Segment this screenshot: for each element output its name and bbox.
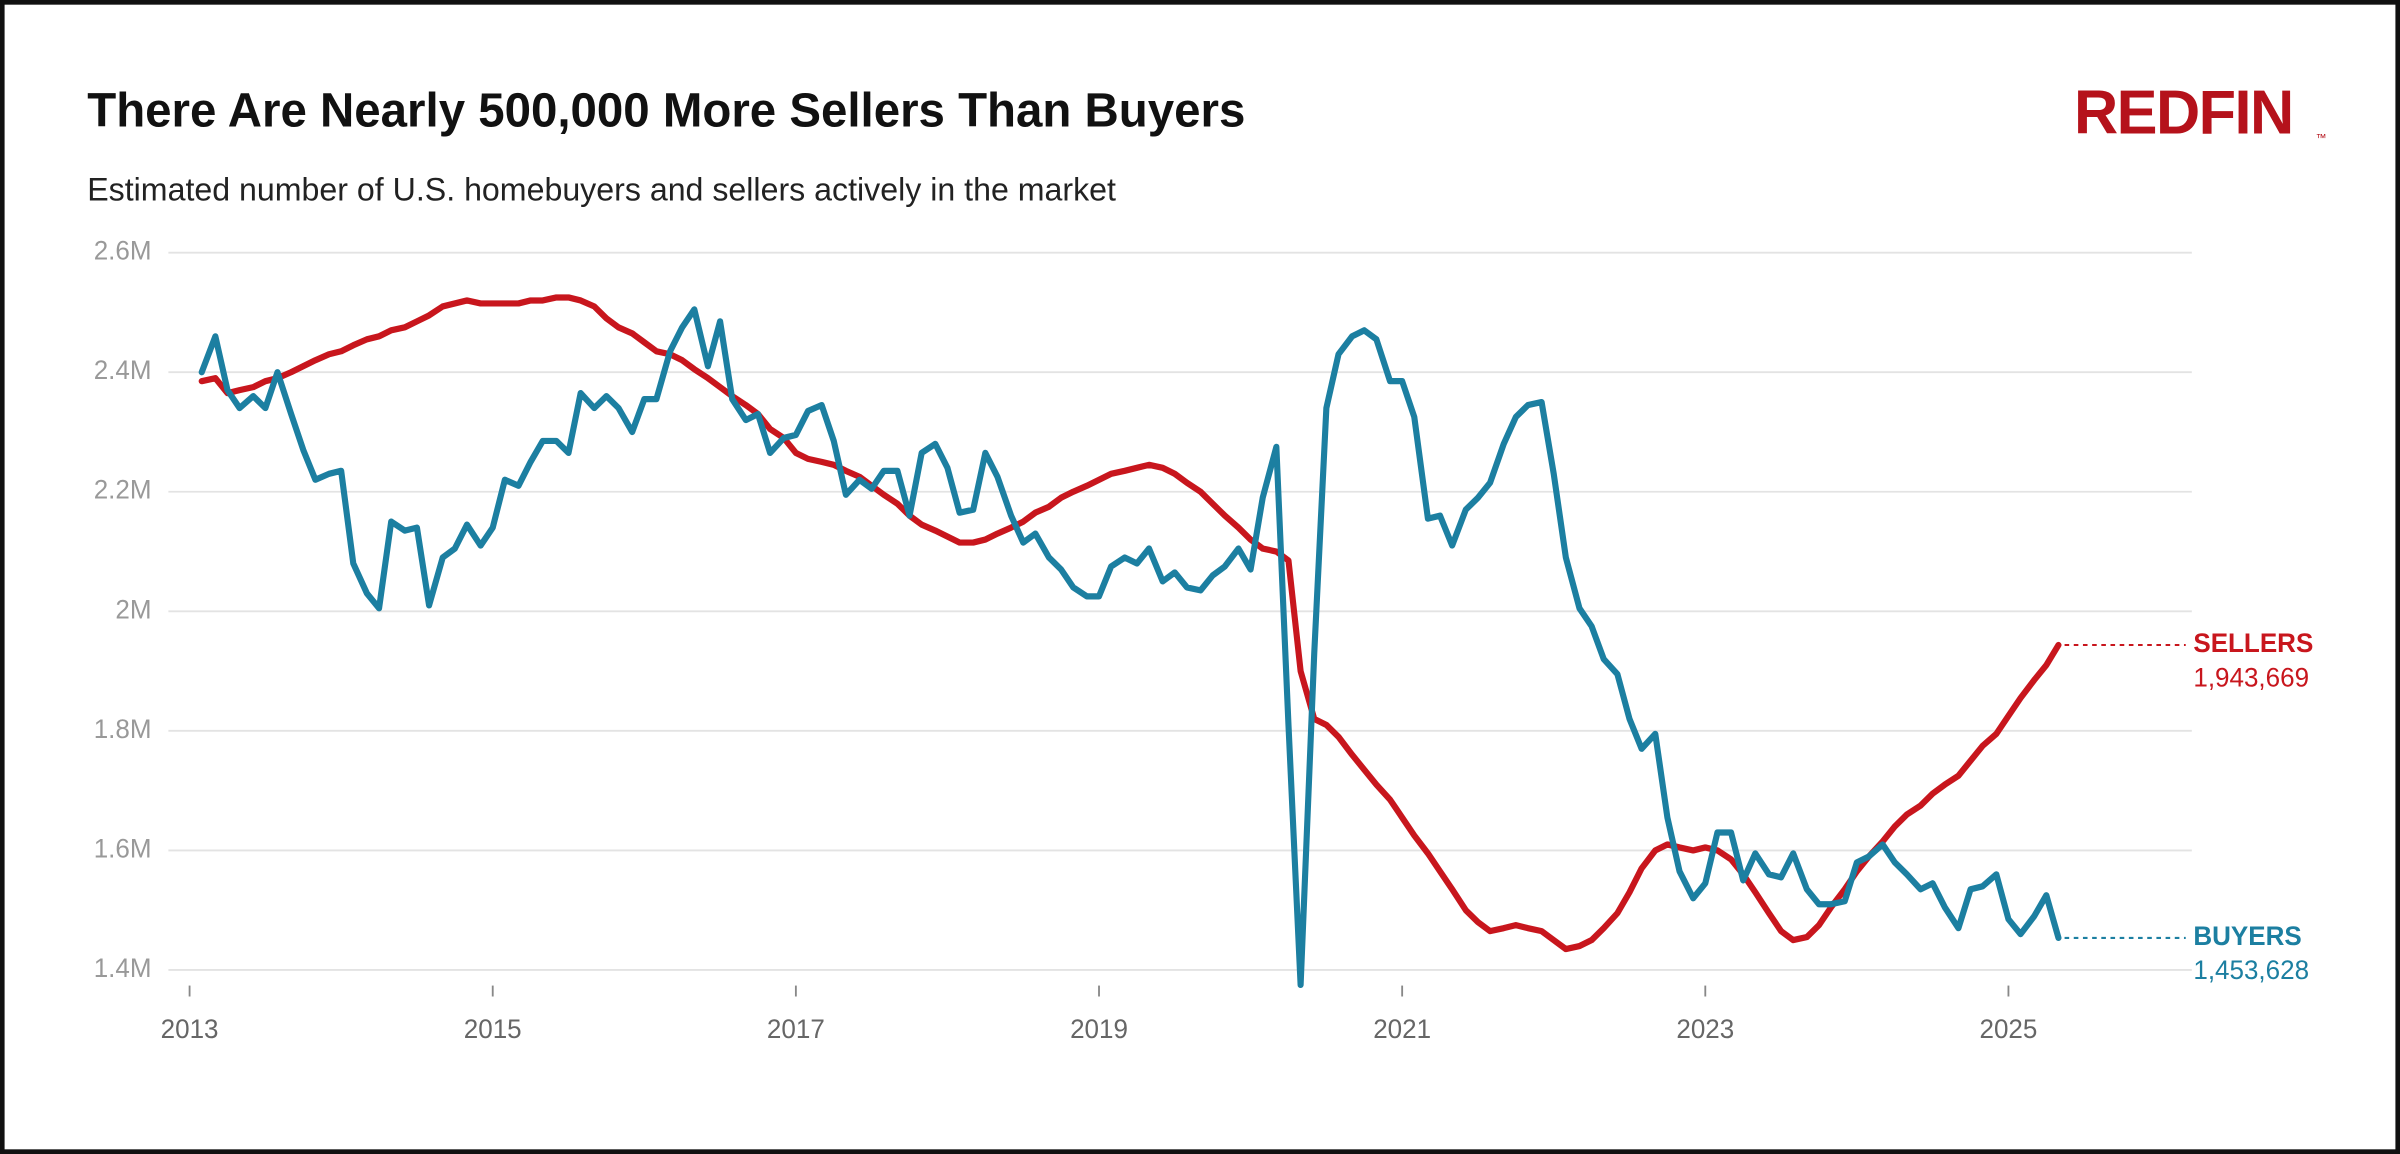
logo-mark: ™ [2316,133,2327,145]
x-tick-label: 2015 [464,1014,522,1044]
x-tick-label: 2013 [161,1014,219,1044]
x-tick-label: 2017 [767,1014,825,1044]
series-label: BUYERS [2193,921,2301,951]
chart-title: There Are Nearly 500,000 More Sellers Th… [87,84,1245,137]
series-label: SELLERS [2193,628,2313,658]
y-tick-label: 2.2M [94,475,152,505]
x-tick-label: 2025 [1980,1014,2038,1044]
logo: REDFIN [2074,78,2293,148]
chart-subtitle: Estimated number of U.S. homebuyers and … [87,171,1116,207]
y-tick-label: 1.4M [94,953,152,983]
value-label: 1,943,669 [2193,662,2309,692]
y-tick-label: 1.8M [94,714,152,744]
series-line [198,294,2062,953]
y-tick-label: 2.6M [94,235,152,265]
x-tick-label: 2019 [1070,1014,1128,1044]
value-label: 1,453,628 [2193,955,2309,985]
x-tick-label: 2021 [1373,1014,1431,1044]
series-line [198,306,2062,989]
y-tick-label: 1.6M [94,833,152,863]
y-tick-label: 2.4M [94,355,152,385]
x-tick-label: 2023 [1676,1014,1734,1044]
y-tick-label: 2M [115,594,151,624]
